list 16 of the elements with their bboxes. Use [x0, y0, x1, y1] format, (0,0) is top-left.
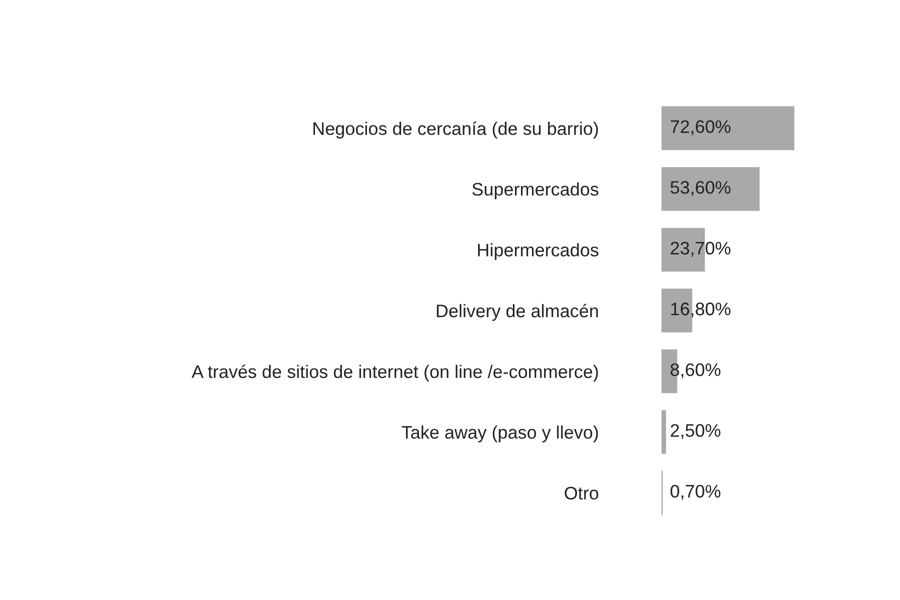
data-label: 0,70% [670, 484, 720, 500]
y-tick-label: Delivery de almacén [436, 304, 598, 321]
bar [662, 410, 666, 454]
y-tick-label: Otro [564, 486, 598, 500]
bar [662, 167, 760, 211]
data-label: 2,50% [670, 424, 720, 440]
data-label: 16,80% [671, 302, 730, 318]
y-tick-label: Negocios de cercanía (de su barrio) [313, 122, 598, 139]
data-label: 72,60% [670, 120, 730, 136]
y-tick-label: Supermercados [472, 182, 598, 200]
bar [662, 106, 794, 150]
y-tick-label: A través de sitios de internet (on line /e-commerce) [192, 364, 598, 382]
data-label: 8,60% [670, 363, 720, 378]
y-tick-label: Take away (paso y llevo) [402, 426, 598, 442]
data-label: 53,60% [670, 181, 730, 196]
y-tick-label: Hipermercados [478, 243, 598, 260]
